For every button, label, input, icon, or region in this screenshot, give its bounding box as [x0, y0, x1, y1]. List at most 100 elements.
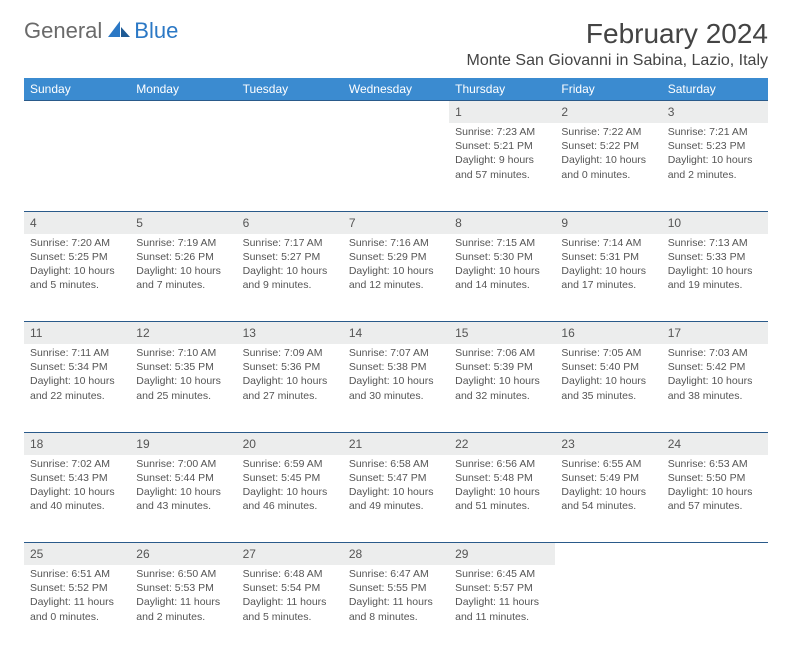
brand-sail-icon [106, 19, 132, 44]
day-number: 14 [349, 326, 362, 340]
day-number: 2 [561, 105, 568, 119]
day-number: 5 [136, 216, 143, 230]
sunset-line: Sunset: 5:48 PM [455, 471, 549, 485]
daylight-line: Daylight: 10 hours and 51 minutes. [455, 485, 549, 513]
day-number-cell: 3 [662, 101, 768, 124]
day-number: 1 [455, 105, 462, 119]
day-number: 18 [30, 437, 43, 451]
day-content-cell: Sunrise: 7:10 AMSunset: 5:35 PMDaylight:… [130, 344, 236, 432]
day-number-cell: 8 [449, 211, 555, 234]
day-content-cell: Sunrise: 7:20 AMSunset: 5:25 PMDaylight:… [24, 234, 130, 322]
day-content-cell [343, 123, 449, 211]
daylight-line: Daylight: 9 hours and 57 minutes. [455, 153, 549, 181]
day-number: 25 [30, 547, 43, 561]
sunrise-line: Sunrise: 7:03 AM [668, 346, 762, 360]
day-number-cell: 23 [555, 432, 661, 455]
daylight-line: Daylight: 10 hours and 9 minutes. [243, 264, 337, 292]
day-number-cell: 19 [130, 432, 236, 455]
day-number: 15 [455, 326, 468, 340]
sunset-line: Sunset: 5:57 PM [455, 581, 549, 595]
daylight-line: Daylight: 10 hours and 25 minutes. [136, 374, 230, 402]
day-number-cell: 4 [24, 211, 130, 234]
week-content-row: Sunrise: 7:23 AMSunset: 5:21 PMDaylight:… [24, 123, 768, 211]
sunset-line: Sunset: 5:52 PM [30, 581, 124, 595]
day-number-cell: 6 [237, 211, 343, 234]
sunrise-line: Sunrise: 6:50 AM [136, 567, 230, 581]
day-number-cell: 16 [555, 322, 661, 345]
day-number-cell [343, 101, 449, 124]
week-num-row: 1 2 3 [24, 101, 768, 124]
day-number-cell [662, 543, 768, 566]
daylight-line: Daylight: 10 hours and 27 minutes. [243, 374, 337, 402]
day-number: 8 [455, 216, 462, 230]
sunset-line: Sunset: 5:40 PM [561, 360, 655, 374]
sunset-line: Sunset: 5:36 PM [243, 360, 337, 374]
day-number: 9 [561, 216, 568, 230]
daylight-line: Daylight: 10 hours and 30 minutes. [349, 374, 443, 402]
sunset-line: Sunset: 5:23 PM [668, 139, 762, 153]
sunrise-line: Sunrise: 7:20 AM [30, 236, 124, 250]
sunset-line: Sunset: 5:44 PM [136, 471, 230, 485]
day-content-cell: Sunrise: 7:15 AMSunset: 5:30 PMDaylight:… [449, 234, 555, 322]
sunset-line: Sunset: 5:43 PM [30, 471, 124, 485]
day-content-cell: Sunrise: 7:03 AMSunset: 5:42 PMDaylight:… [662, 344, 768, 432]
daylight-line: Daylight: 10 hours and 54 minutes. [561, 485, 655, 513]
sunrise-line: Sunrise: 6:58 AM [349, 457, 443, 471]
sunset-line: Sunset: 5:54 PM [243, 581, 337, 595]
day-header: Monday [130, 78, 236, 101]
day-content-cell [662, 565, 768, 653]
sunset-line: Sunset: 5:25 PM [30, 250, 124, 264]
sunset-line: Sunset: 5:31 PM [561, 250, 655, 264]
sunrise-line: Sunrise: 7:07 AM [349, 346, 443, 360]
week-num-row: 18192021222324 [24, 432, 768, 455]
sunset-line: Sunset: 5:29 PM [349, 250, 443, 264]
day-number: 16 [561, 326, 574, 340]
day-header: Sunday [24, 78, 130, 101]
day-content-cell: Sunrise: 6:51 AMSunset: 5:52 PMDaylight:… [24, 565, 130, 653]
day-number: 11 [30, 326, 42, 340]
sunset-line: Sunset: 5:45 PM [243, 471, 337, 485]
day-number: 19 [136, 437, 149, 451]
sunset-line: Sunset: 5:34 PM [30, 360, 124, 374]
sunset-line: Sunset: 5:50 PM [668, 471, 762, 485]
day-content-cell: Sunrise: 7:16 AMSunset: 5:29 PMDaylight:… [343, 234, 449, 322]
day-header: Wednesday [343, 78, 449, 101]
daylight-line: Daylight: 10 hours and 35 minutes. [561, 374, 655, 402]
daylight-line: Daylight: 10 hours and 14 minutes. [455, 264, 549, 292]
day-number-cell: 27 [237, 543, 343, 566]
sunrise-line: Sunrise: 6:48 AM [243, 567, 337, 581]
week-content-row: Sunrise: 7:11 AMSunset: 5:34 PMDaylight:… [24, 344, 768, 432]
daylight-line: Daylight: 10 hours and 7 minutes. [136, 264, 230, 292]
day-content-cell: Sunrise: 7:17 AMSunset: 5:27 PMDaylight:… [237, 234, 343, 322]
sunrise-line: Sunrise: 6:59 AM [243, 457, 337, 471]
day-content-cell: Sunrise: 6:59 AMSunset: 5:45 PMDaylight:… [237, 455, 343, 543]
sunset-line: Sunset: 5:22 PM [561, 139, 655, 153]
sunrise-line: Sunrise: 7:02 AM [30, 457, 124, 471]
week-num-row: 2526272829 [24, 543, 768, 566]
day-content-cell: Sunrise: 6:55 AMSunset: 5:49 PMDaylight:… [555, 455, 661, 543]
sunrise-line: Sunrise: 7:15 AM [455, 236, 549, 250]
sunset-line: Sunset: 5:49 PM [561, 471, 655, 485]
day-content-cell: Sunrise: 6:47 AMSunset: 5:55 PMDaylight:… [343, 565, 449, 653]
day-number: 17 [668, 326, 681, 340]
sunrise-line: Sunrise: 6:53 AM [668, 457, 762, 471]
day-number: 29 [455, 547, 468, 561]
day-number-cell: 21 [343, 432, 449, 455]
sunset-line: Sunset: 5:33 PM [668, 250, 762, 264]
day-header: Friday [555, 78, 661, 101]
sunrise-line: Sunrise: 6:55 AM [561, 457, 655, 471]
brand-general: General [24, 18, 102, 44]
day-number-cell: 22 [449, 432, 555, 455]
day-number: 13 [243, 326, 256, 340]
day-number: 26 [136, 547, 149, 561]
day-number-cell: 15 [449, 322, 555, 345]
location-line: Monte San Giovanni in Sabina, Lazio, Ita… [466, 52, 768, 70]
daylight-line: Daylight: 10 hours and 0 minutes. [561, 153, 655, 181]
daylight-line: Daylight: 11 hours and 8 minutes. [349, 595, 443, 623]
calendar-body: 123Sunrise: 7:23 AMSunset: 5:21 PMDaylig… [24, 101, 768, 654]
day-number: 20 [243, 437, 256, 451]
daylight-line: Daylight: 11 hours and 5 minutes. [243, 595, 337, 623]
day-header-row: Sunday Monday Tuesday Wednesday Thursday… [24, 78, 768, 101]
day-content-cell: Sunrise: 7:19 AMSunset: 5:26 PMDaylight:… [130, 234, 236, 322]
day-content-cell: Sunrise: 6:50 AMSunset: 5:53 PMDaylight:… [130, 565, 236, 653]
